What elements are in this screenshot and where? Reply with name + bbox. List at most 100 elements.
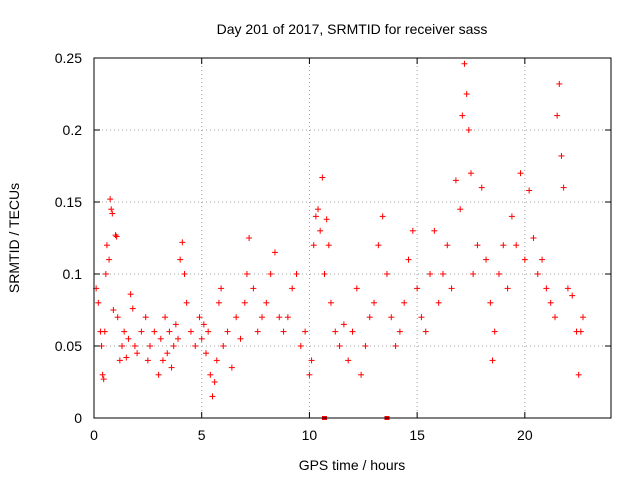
data-point: [293, 271, 300, 277]
chart-title: Day 201 of 2017, SRMTID for receiver sas…: [217, 21, 488, 37]
data-point: [205, 328, 212, 335]
data-point: [151, 328, 158, 335]
data-point: [218, 285, 225, 292]
data-point: [250, 285, 257, 292]
data-point: [106, 256, 113, 263]
data-point: [134, 350, 141, 357]
data-point: [317, 227, 324, 234]
data-point: [336, 343, 343, 349]
data-point: [312, 213, 319, 220]
data-point: [209, 393, 216, 400]
data-point: [554, 112, 561, 119]
data-point: [483, 256, 490, 263]
data-point: [207, 371, 214, 378]
data-point: [517, 170, 524, 177]
data-point: [99, 371, 106, 378]
data-point: [366, 314, 373, 321]
data-point: [470, 271, 477, 277]
data-point: [284, 314, 291, 321]
data-point: [401, 299, 408, 306]
data-point: [203, 350, 210, 357]
data-point: [463, 91, 470, 97]
data-point: [478, 184, 485, 191]
grid-layer: [94, 58, 611, 418]
data-point: [489, 357, 496, 364]
x-axis-label: GPS time / hours: [299, 457, 406, 473]
data-point: [405, 256, 412, 263]
data-point: [129, 305, 136, 312]
data-point: [452, 177, 459, 184]
x-tick-label: 20: [517, 427, 533, 443]
data-point: [224, 328, 231, 335]
data-point: [110, 307, 117, 313]
data-point: [116, 357, 123, 364]
data-point: [321, 271, 328, 277]
data-point: [362, 343, 369, 349]
data-point: [263, 299, 270, 306]
data-point: [396, 328, 403, 335]
data-point: [508, 213, 515, 220]
x-tick-label: 5: [198, 427, 206, 443]
data-point: [144, 357, 151, 364]
data-point: [315, 206, 322, 213]
data-point: [579, 314, 586, 321]
data-point: [95, 299, 102, 306]
data-point: [558, 152, 565, 159]
data-point: [422, 328, 429, 335]
data-point: [353, 285, 360, 292]
data-point: [444, 242, 451, 249]
data-point: [325, 242, 332, 249]
data-point: [349, 328, 356, 335]
data-point: [192, 343, 199, 349]
data-point: [276, 314, 283, 321]
data-point: [175, 335, 182, 342]
data-point: [142, 314, 149, 321]
data-point: [431, 227, 438, 234]
data-point: [271, 249, 278, 256]
data-point: [448, 285, 455, 292]
x-tick-label: 0: [90, 427, 98, 443]
data-point: [560, 184, 567, 191]
data-point: [371, 299, 378, 306]
data-point: [109, 210, 116, 217]
y-tick-label: 0.05: [55, 338, 82, 354]
data-point: [213, 357, 220, 364]
data-point: [319, 174, 326, 181]
data-point: [435, 299, 442, 306]
data-point: [114, 314, 121, 321]
data-point: [418, 314, 425, 321]
data-point: [465, 127, 472, 133]
data-points: [93, 60, 586, 420]
data-point: [358, 371, 365, 378]
data-point: [467, 170, 474, 177]
data-point: [177, 256, 184, 263]
data-point: [534, 271, 541, 277]
data-point: [147, 343, 154, 349]
data-point: [289, 285, 296, 292]
plot-frame: [93, 57, 612, 419]
data-point: [323, 216, 330, 223]
data-point: [414, 285, 421, 292]
data-point: [459, 112, 466, 119]
data-point: [138, 328, 145, 335]
data-point: [543, 285, 550, 292]
data-point: [162, 314, 169, 321]
data-point: [103, 242, 110, 249]
data-point: [297, 343, 304, 349]
data-point: [487, 299, 494, 306]
data-point: [220, 343, 227, 349]
data-point: [388, 314, 395, 321]
data-point: [228, 364, 235, 371]
data-point: [187, 328, 194, 335]
data-point: [569, 292, 576, 299]
data-point: [308, 357, 315, 364]
data-point: [172, 321, 179, 328]
data-point: [166, 328, 173, 335]
data-point: [575, 371, 582, 378]
data-point: [127, 291, 134, 298]
tick-labels: 0 5 10 15 20 0 0.05 0.1 0.15 0.2 0.25: [55, 50, 533, 443]
data-point: [100, 376, 107, 383]
data-point: [409, 227, 416, 234]
data-point: [539, 256, 546, 263]
data-point: [241, 299, 248, 306]
